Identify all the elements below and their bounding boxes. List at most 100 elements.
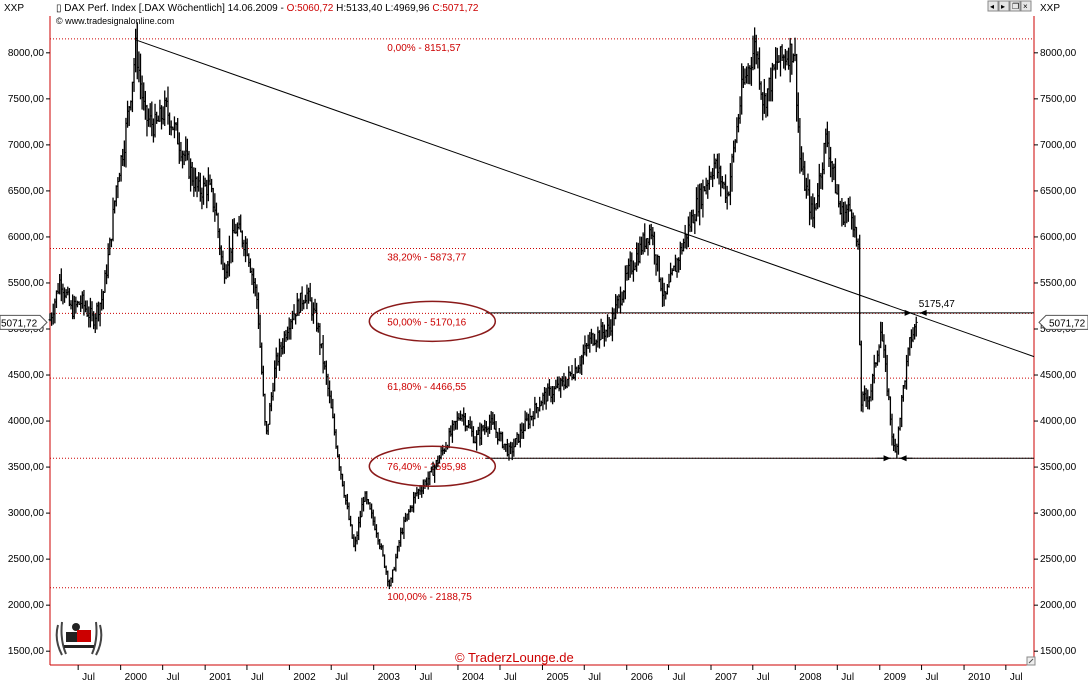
highlight-ellipse [368,300,497,343]
arrow-upper-left-head [904,309,912,316]
ohlc-bar [858,234,862,346]
traderzlounge-logo [55,621,103,656]
chart-header: XXP XXP ▯ DAX Perf. Index [.DAX Wöchentl… [4,3,1060,26]
y-tick-label-left: 3000,00 [8,508,45,519]
high-value: H:5133,40 [336,3,383,14]
restore-icon: ❐ [1012,2,1019,11]
y-tick-label-left: 2000,00 [8,600,45,611]
y-tick-label-right: 4000,00 [1040,416,1077,427]
x-tick-label: Jul [167,672,180,683]
price-tag-right: 5071,72 [1038,314,1088,330]
y-tick-label-right: 6000,00 [1040,232,1077,243]
x-axis: Jul 2000 Jul 2001 Jul 2002 Jul 2003 Jul 2004 Jul 20… [77,665,1023,683]
price-annotation: 5175,47 [919,299,956,310]
fibonacci-layer: 0,00% - 8151,57 38,20% - 5873,77 50,00% - … [50,38,1034,603]
x-tick-label: 2007 [715,672,738,683]
x-tick-label: 2000 [125,672,148,683]
y-tick-label-right: 8000,00 [1040,48,1077,59]
resize-grip-icon [1028,658,1034,664]
x-tick-label: 2010 [968,672,991,683]
fib-level-label: 38,20% - 5873,77 [387,253,466,264]
highlight-ellipses-layer [368,300,497,487]
open-value: O:5060,72 [287,3,334,14]
price-tag-right-text: 5071,72 [1049,318,1086,329]
y-tick-label-right: 5500,00 [1040,278,1077,289]
logo-laurel-left [55,621,67,656]
x-tick-label: 2006 [631,672,654,683]
y-tick-label-right: 7500,00 [1040,94,1077,105]
horizontal-lines-layer [485,312,1034,459]
y-tick-label-right: 2000,00 [1040,600,1077,611]
fib-level-label: 61,80% - 4466,55 [387,382,466,393]
y-tick-label-left: 6500,00 [8,186,45,197]
ohlc-bar [914,316,918,337]
move-left-button[interactable] [987,0,999,12]
left-arrow-icon: ◂ [990,2,994,11]
y-tick-label-left: 8000,00 [8,48,45,59]
price-tag-right-shape [1038,314,1088,330]
y-tick-label-left: 3500,00 [8,462,45,473]
arrow-lower-left-head [883,455,891,462]
move-right-button[interactable] [998,0,1010,12]
resize-grip[interactable] [1026,656,1036,666]
x-tick-label: Jul [757,672,770,683]
y-tick-label-left: 6000,00 [8,232,45,243]
title-prefix: DAX Perf. Index [.DAX Wöchentlich] 14.06… [64,3,286,14]
close-icon: × [1023,2,1028,11]
left-tag: XXP [4,3,24,14]
x-tick-label: Jul [841,672,854,683]
x-tick-label: Jul [673,672,686,683]
right-arrow-icon: ▸ [1001,2,1005,11]
y-tick-label-right: 3500,00 [1040,462,1077,473]
y-tick-label-right: 7000,00 [1040,140,1077,151]
ohlc-bar-icon: ▯ [56,3,64,14]
restore-button[interactable] [1009,0,1021,12]
chart-frame [49,16,1035,666]
x-tick-label: Jul [504,672,517,683]
low-value: L:4969,96 [385,3,430,14]
x-tick-label: 2004 [462,672,485,683]
x-tick-label: Jul [335,672,348,683]
y-tick-label-right: 6500,00 [1040,186,1077,197]
x-tick-label: Jul [588,672,601,683]
y-tick-label-left: 7500,00 [8,94,45,105]
highlight-ellipse [368,445,497,487]
ohlc-bar [263,393,267,426]
logo-base-icon [64,645,94,648]
y-tick-label-left: 4500,00 [8,370,45,381]
y-tick-label-right: 1500,00 [1040,646,1077,657]
arrow-lower-right-head [899,455,907,462]
fib-level-label: 0,00% - 8151,57 [387,43,461,54]
close-button[interactable] [1020,0,1032,12]
x-tick-label: Jul [82,672,95,683]
x-tick-label: Jul [419,672,432,683]
price-tag-left: 5071,72 [0,314,48,330]
copyright-text: © www.tradesignalonline.com [56,16,174,26]
fib-level-label: 50,00% - 5170,16 [387,317,466,328]
logo-laurel-right [91,621,103,656]
x-tick-label: Jul [251,672,264,683]
close-value: C:5071,72 [432,3,479,14]
x-tick-label: 2001 [209,672,232,683]
logo-body-icon [66,632,78,642]
price-tag-left-shape [0,314,48,330]
y-tick-label-left: 5500,00 [8,278,45,289]
y-axis-left: 1500,00 2000,00 2500,00 3000,00 3500,00 4000,… [8,48,50,657]
y-tick-label-left: 4000,00 [8,416,45,427]
x-tick-label: 2002 [293,672,316,683]
x-tick-label: 2009 [884,672,907,683]
right-tag: XXP [1040,3,1060,14]
trendline [135,39,1035,358]
y-axis-right: 1500,00 2000,00 2500,00 3000,00 3500,00 4000,… [1034,48,1077,657]
y-tick-label-left: 7000,00 [8,140,45,151]
x-tick-label: Jul [1010,672,1023,683]
y-tick-label-left: 2500,00 [8,554,45,565]
fib-level-label: 76,40% - 3595,98 [387,462,466,473]
price-tag-left-text: 5071,72 [1,318,38,329]
x-tick-label: 2005 [546,672,569,683]
y-tick-label-right: 2500,00 [1040,554,1077,565]
logo-red-box-icon [77,630,91,642]
x-tick-label: Jul [926,672,939,683]
